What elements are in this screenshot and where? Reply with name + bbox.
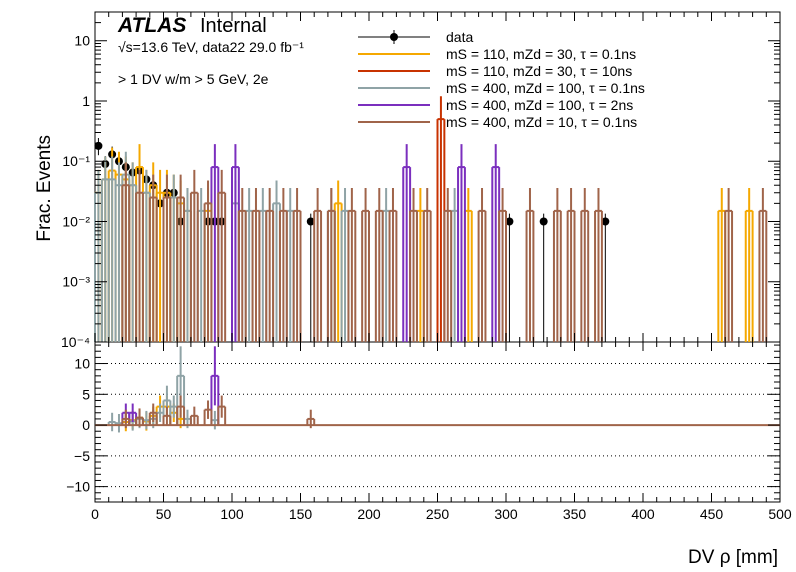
top-series-layer <box>94 96 768 342</box>
y-tick-label-top: 10⁻⁴ <box>61 334 90 350</box>
legend-label: data <box>446 29 473 45</box>
x-tick-label: 50 <box>156 506 172 522</box>
selection-annotation: > 1 DV w/m > 5 GeV, 2e <box>118 71 269 87</box>
x-tick-label: 250 <box>426 506 450 522</box>
legend-label: mS = 400, mZd = 100, τ = 0.1ns <box>446 80 645 96</box>
energy-annotation: √s=13.6 TeV, data22 29.0 fb⁻¹ <box>118 39 304 55</box>
x-tick-label: 500 <box>768 506 792 522</box>
y-axis-title: Frac. Events <box>34 135 55 242</box>
x-tick-label: 350 <box>563 506 587 522</box>
y-tick-label-top: 10⁻³ <box>62 274 90 290</box>
x-tick-label: 200 <box>357 506 381 522</box>
atlas-label: ATLAS <box>117 14 186 37</box>
y-tick-label-top: 1 <box>82 93 90 109</box>
legend-label: mS = 110, mZd = 30, τ = 10ns <box>446 63 632 79</box>
y-tick-label-top: 10⁻¹ <box>62 153 90 169</box>
y-tick-label-ratio: −10 <box>66 479 90 495</box>
data-point <box>539 217 548 226</box>
y-tick-label-ratio: 0 <box>82 417 90 433</box>
data-point <box>505 217 514 226</box>
ratio-series-layer <box>95 346 780 433</box>
data-point <box>601 217 610 226</box>
y-tick-label-ratio: −5 <box>74 448 90 464</box>
y-tick-label-top: 10 <box>74 33 90 49</box>
x-tick-label: 300 <box>494 506 518 522</box>
x-tick-label: 100 <box>220 506 244 522</box>
y-tick-label-top: 10⁻² <box>62 213 90 229</box>
data-point <box>306 217 315 226</box>
y-tick-label-ratio: 10 <box>74 356 90 372</box>
x-tick-label: 450 <box>700 506 724 522</box>
atlas-status: Internal <box>200 15 267 37</box>
y-tick-label-ratio: 5 <box>82 386 90 402</box>
x-tick-label: 150 <box>289 506 313 522</box>
legend-label: mS = 400, mZd = 10, τ = 0.1ns <box>446 114 637 130</box>
x-tick-label: 400 <box>631 506 655 522</box>
legend-marker <box>390 33 398 41</box>
legend-label: mS = 110, mZd = 30, τ = 0.1ns <box>446 46 636 62</box>
data-point <box>94 141 103 150</box>
x-tick-label: 0 <box>91 506 99 522</box>
legend-label: mS = 400, mZd = 100, τ = 2ns <box>446 97 633 113</box>
axes-layer: 0 50 100 150 200 250 300 350 400 450 50010110⁻¹10⁻… <box>61 11 792 522</box>
x-axis-title: DV ρ [mm] <box>688 547 778 568</box>
